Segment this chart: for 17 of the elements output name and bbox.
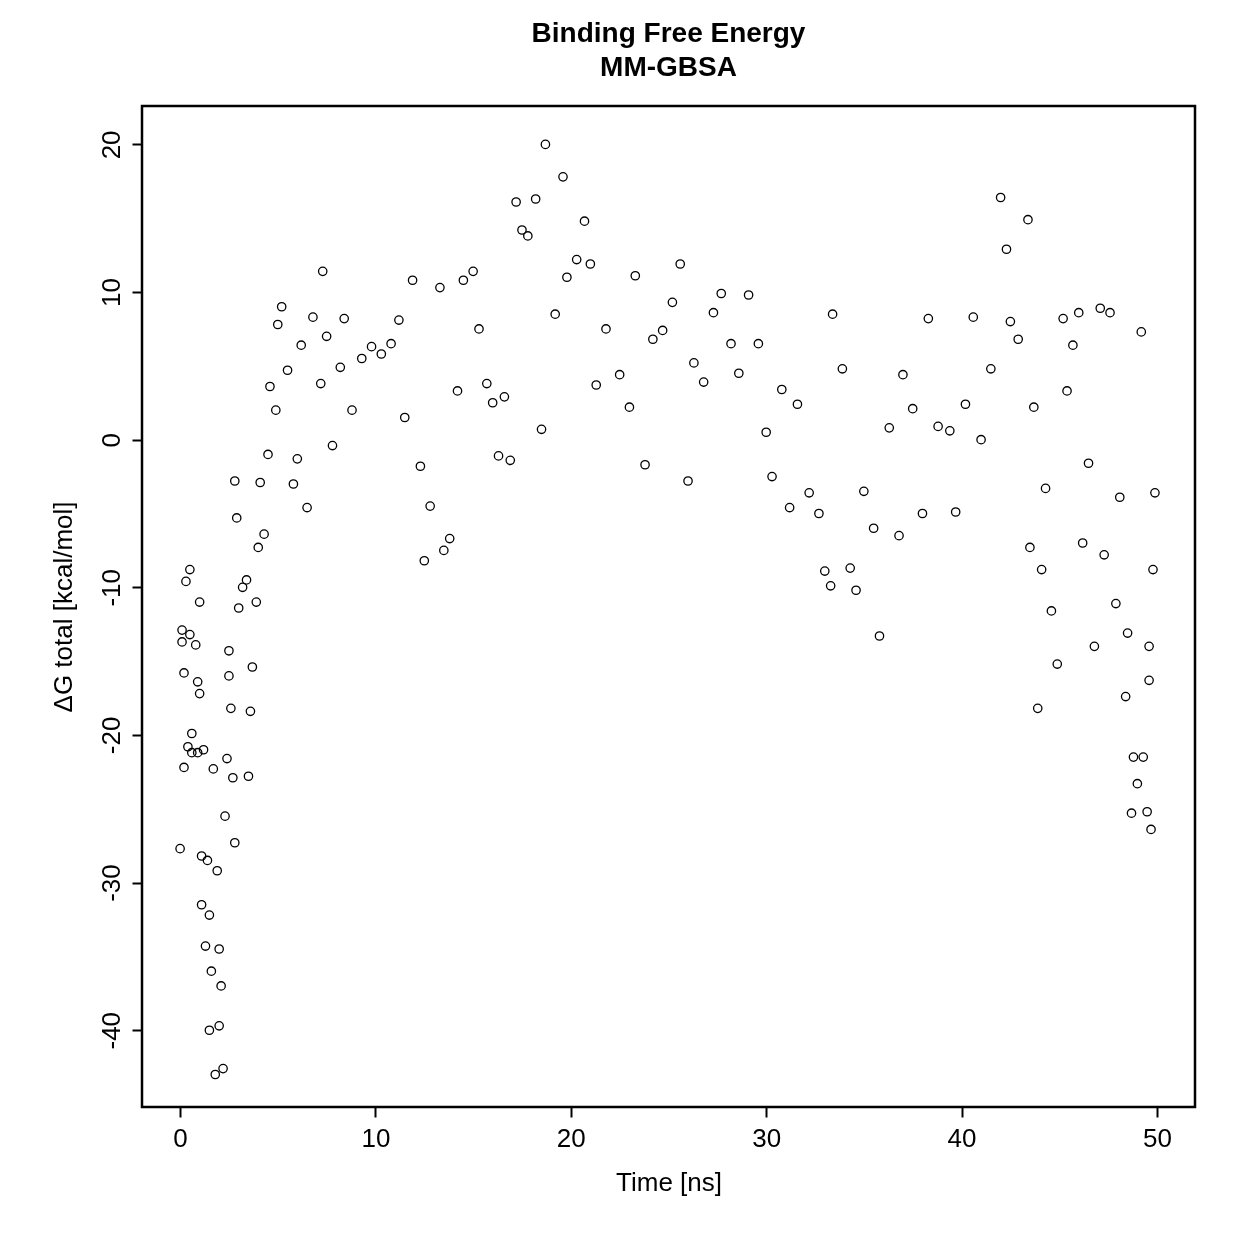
y-tick-label: -20 bbox=[95, 716, 126, 755]
x-tick-label: 40 bbox=[947, 1122, 977, 1153]
y-tick-label: 10 bbox=[95, 278, 126, 307]
x-axis-title: Time [ns] bbox=[616, 1166, 722, 1197]
y-axis-title: ΔG total [kcal/mol] bbox=[47, 501, 78, 713]
x-tick-label: 10 bbox=[361, 1122, 391, 1153]
y-tick-label: -40 bbox=[95, 1011, 126, 1050]
x-tick-label: 50 bbox=[1142, 1122, 1172, 1153]
y-tick-label: 20 bbox=[95, 130, 126, 160]
chart-title: Binding Free Energy bbox=[531, 17, 806, 48]
chart-subtitle: MM-GBSA bbox=[600, 51, 737, 82]
y-tick-label: 0 bbox=[95, 432, 126, 448]
x-tick-label: 30 bbox=[752, 1122, 782, 1153]
y-tick-label: -10 bbox=[95, 569, 126, 607]
x-tick-label: 20 bbox=[556, 1122, 586, 1153]
x-tick-label: 0 bbox=[173, 1122, 188, 1153]
y-tick-label: -30 bbox=[95, 864, 126, 902]
